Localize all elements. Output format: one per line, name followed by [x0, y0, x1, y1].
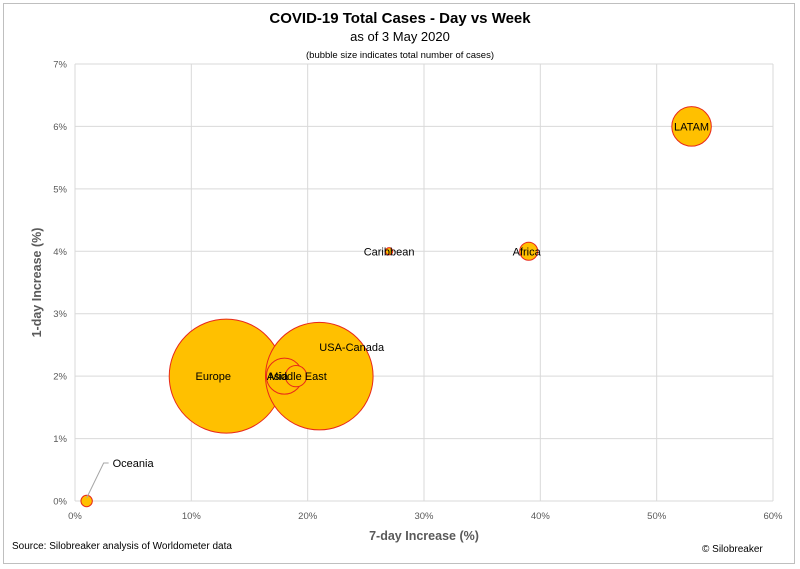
x-tick-label: 40% [531, 511, 551, 522]
data-label-oceania: Oceania [113, 458, 155, 470]
data-label-usa-canada: USA-Canada [319, 342, 385, 354]
chart-note: (bubble size indicates total number of c… [306, 50, 494, 61]
x-axis-title: 7-day Increase (%) [369, 529, 479, 543]
bubble-middle-east [284, 364, 308, 388]
bubble-oceania [80, 494, 93, 508]
data-label-middle-east: Middle East [269, 371, 326, 383]
credit-note: © Silobreaker [702, 544, 763, 555]
y-axis-title: 1-day Increase (%) [30, 228, 44, 338]
data-label-latam: LATAM [674, 121, 709, 133]
y-tick-label: 0% [53, 497, 67, 508]
y-tick-label: 6% [53, 122, 67, 133]
bubble-africa [519, 241, 539, 261]
x-tick-label: 60% [763, 511, 783, 522]
bubble-usa-canada [265, 321, 374, 431]
x-tick-label: 10% [182, 511, 202, 522]
chart-subtitle: as of 3 May 2020 [350, 29, 450, 44]
x-tick-label: 30% [414, 511, 434, 522]
data-label-africa: Africa [513, 246, 542, 258]
y-tick-label: 7% [53, 60, 67, 71]
x-tick-label: 50% [647, 511, 667, 522]
source-note: Source: Silobreaker analysis of Worldome… [12, 541, 232, 552]
bubble-caribbean [384, 247, 394, 256]
data-label-caribbean: Caribbean [364, 246, 415, 258]
y-tick-label: 1% [53, 434, 67, 445]
y-tick-label: 3% [53, 309, 67, 320]
bubble-latam [671, 106, 712, 147]
y-tick-label: 4% [53, 247, 67, 258]
y-tick-label: 2% [53, 372, 67, 383]
chart-frame [3, 3, 795, 564]
chart-title: COVID-19 Total Cases - Day vs Week [269, 10, 531, 27]
x-tick-label: 20% [298, 511, 318, 522]
data-label-asia: Asia [267, 371, 289, 383]
data-label-europe: Europe [195, 371, 230, 383]
oceania-leader-line [86, 462, 109, 499]
x-tick-label: 0% [68, 511, 82, 522]
y-tick-label: 5% [53, 184, 67, 195]
